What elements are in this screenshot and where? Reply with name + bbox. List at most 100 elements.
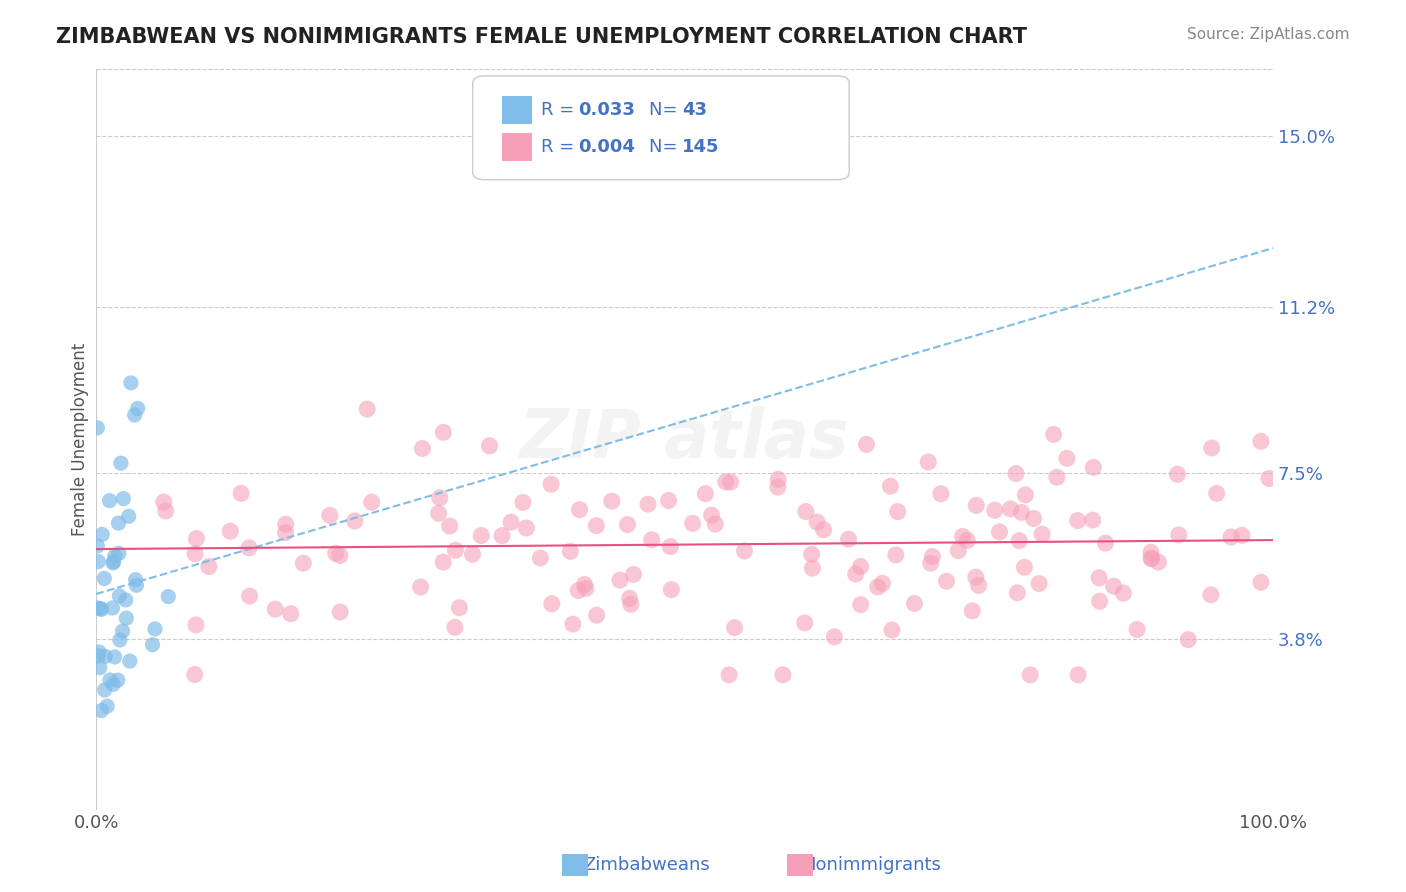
Text: R =: R = — [541, 138, 579, 156]
Point — [103, 649, 125, 664]
Point — [585, 518, 607, 533]
Point — [935, 574, 957, 589]
Point — [718, 668, 741, 682]
Point — [1094, 536, 1116, 550]
Point — [1147, 555, 1170, 569]
Point — [91, 527, 114, 541]
Point — [143, 622, 166, 636]
Point — [1083, 460, 1105, 475]
Point — [1056, 451, 1078, 466]
Point — [903, 597, 925, 611]
Point — [641, 533, 664, 547]
Point — [682, 516, 704, 531]
Point — [1011, 505, 1033, 519]
Text: 145: 145 — [682, 138, 720, 156]
Point — [1140, 551, 1163, 566]
Point — [501, 515, 523, 529]
Point — [1019, 668, 1042, 682]
Point — [1088, 571, 1111, 585]
Point — [264, 602, 287, 616]
Point — [186, 532, 208, 546]
Point — [411, 442, 433, 456]
Point — [470, 528, 492, 542]
Point — [329, 549, 352, 563]
Point — [1088, 594, 1111, 608]
Point — [965, 499, 987, 513]
Point — [965, 570, 987, 584]
Point — [921, 549, 943, 564]
Point — [920, 556, 942, 570]
Point — [623, 567, 645, 582]
Text: 0.004: 0.004 — [579, 138, 636, 156]
Point — [98, 493, 121, 508]
Point — [1046, 470, 1069, 484]
Text: N=: N= — [650, 101, 683, 119]
Text: 43: 43 — [682, 101, 707, 119]
Point — [1005, 467, 1028, 481]
Point — [1022, 511, 1045, 525]
Point — [127, 401, 149, 416]
Point — [409, 580, 432, 594]
Point — [90, 602, 112, 616]
Point — [198, 559, 221, 574]
Point — [1014, 560, 1036, 574]
Point — [1067, 668, 1090, 682]
Point — [540, 597, 562, 611]
Point — [620, 597, 643, 611]
Point — [108, 546, 131, 560]
Point — [567, 583, 589, 598]
FancyBboxPatch shape — [472, 76, 849, 179]
Point — [657, 493, 679, 508]
Point — [274, 517, 297, 532]
Point — [1230, 528, 1253, 542]
Point — [93, 683, 115, 698]
Point — [219, 524, 242, 539]
Point — [103, 555, 125, 569]
Point — [988, 524, 1011, 539]
Point — [101, 601, 124, 615]
Point — [101, 677, 124, 691]
Point — [845, 567, 868, 582]
Point — [1066, 514, 1088, 528]
Point — [124, 408, 146, 422]
Point — [700, 508, 723, 522]
Point — [87, 555, 110, 569]
Point — [561, 617, 583, 632]
Point — [837, 532, 859, 546]
Point — [962, 604, 984, 618]
Point — [855, 437, 877, 451]
Point — [568, 502, 591, 516]
Point — [1014, 488, 1036, 502]
Text: ZIMBABWEAN VS NONIMMIGRANTS FEMALE UNEMPLOYMENT CORRELATION CHART: ZIMBABWEAN VS NONIMMIGRANTS FEMALE UNEMP… — [56, 27, 1028, 46]
Point — [449, 600, 471, 615]
Point — [1199, 588, 1222, 602]
Text: N=: N= — [650, 138, 683, 156]
Point — [239, 589, 262, 603]
Point — [89, 661, 111, 675]
Point — [86, 421, 108, 435]
Point — [444, 620, 467, 634]
Point — [94, 649, 117, 664]
Point — [86, 539, 108, 553]
Point — [184, 547, 207, 561]
Point — [880, 623, 903, 637]
Point — [887, 505, 910, 519]
Point — [884, 548, 907, 562]
Point — [432, 425, 454, 440]
Point — [491, 529, 513, 543]
Point — [772, 668, 794, 682]
Point — [929, 487, 952, 501]
Point — [585, 608, 607, 623]
Point — [540, 477, 562, 491]
Point — [512, 495, 534, 509]
Point — [114, 593, 136, 607]
Text: Nonimmigrants: Nonimmigrants — [803, 856, 941, 874]
Point — [329, 605, 352, 619]
Point — [1126, 623, 1149, 637]
Point — [87, 645, 110, 659]
Point — [118, 509, 141, 524]
Point — [1008, 533, 1031, 548]
Point — [1007, 586, 1029, 600]
Point — [107, 516, 129, 530]
Point — [107, 673, 129, 688]
